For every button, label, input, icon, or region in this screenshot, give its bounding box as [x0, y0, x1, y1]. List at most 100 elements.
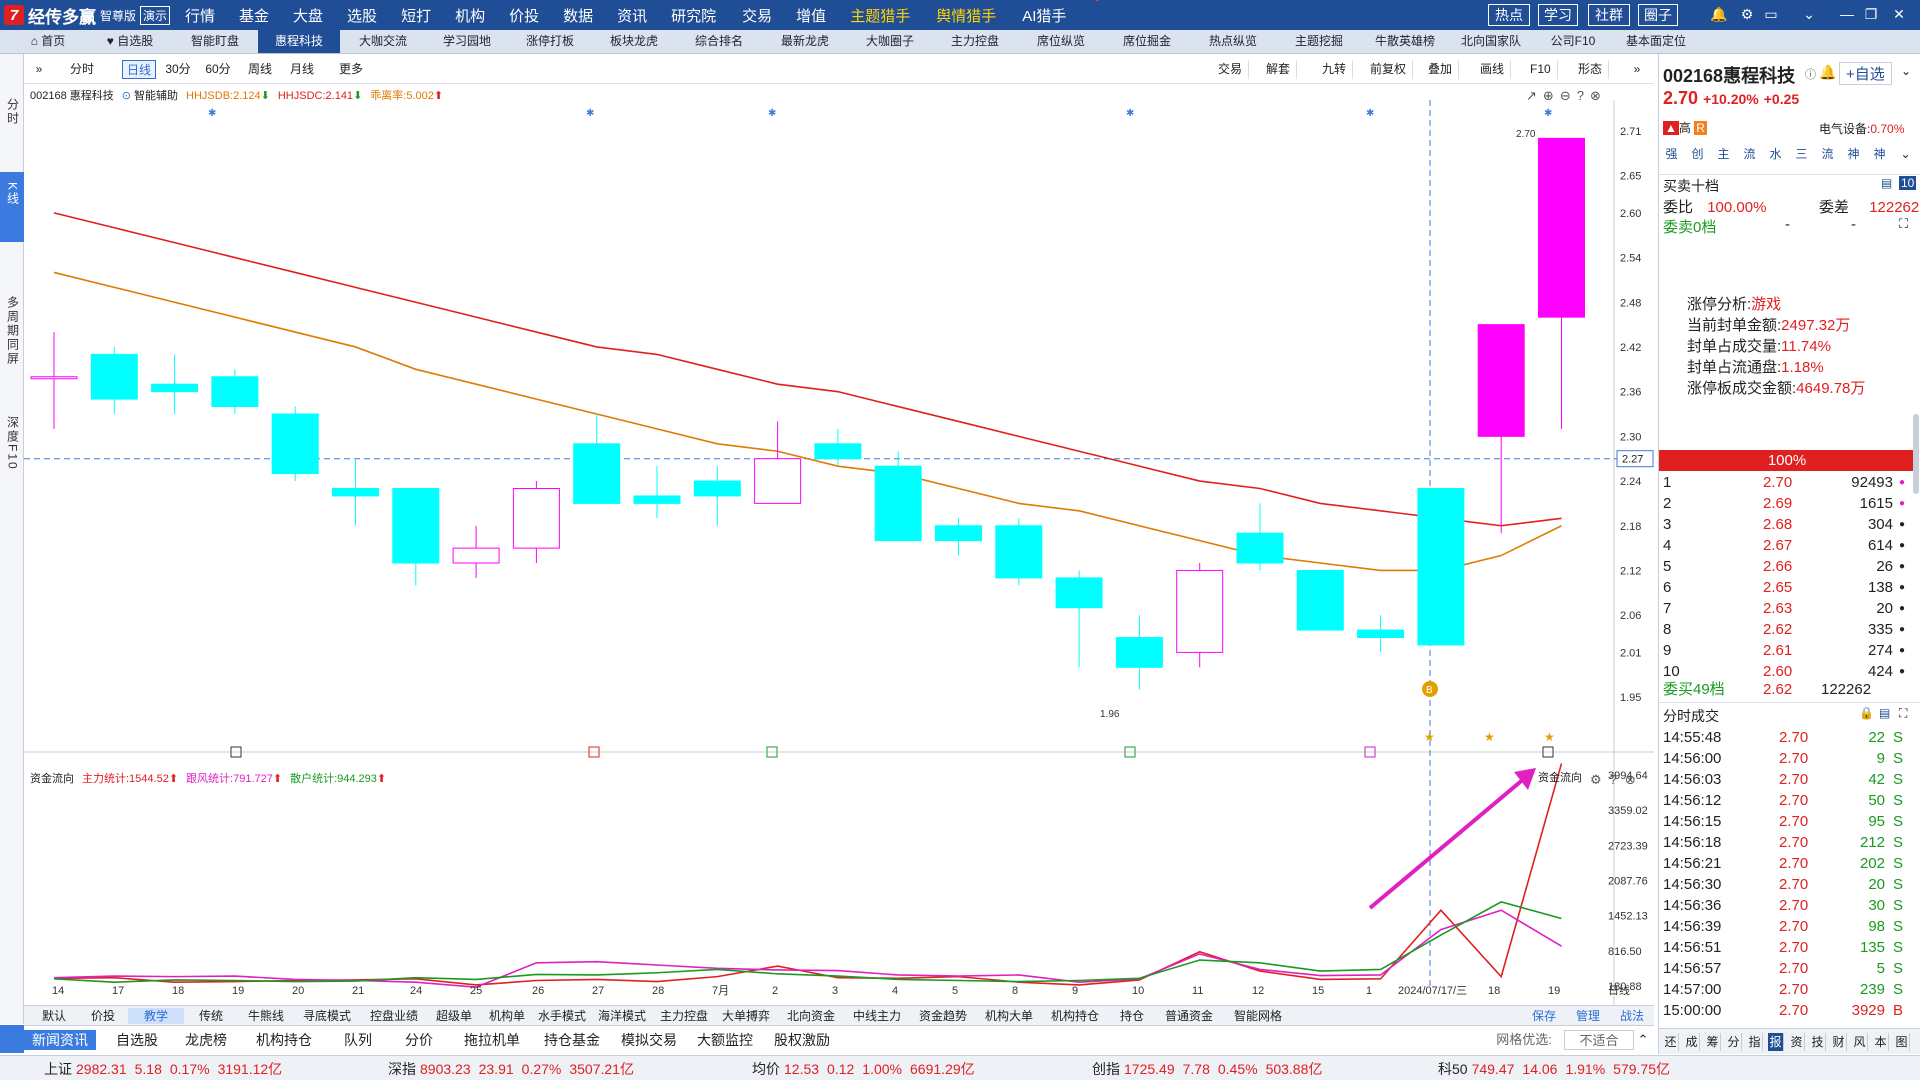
indicator-tab[interactable]: 控盘业绩 [369, 1009, 418, 1023]
indicator-tab[interactable]: 主力控盘 [659, 1009, 708, 1023]
plus-icon[interactable]: ⊕ [1542, 88, 1554, 103]
indicator-tab[interactable]: 持仓 [1119, 1009, 1144, 1023]
chart-tool-button[interactable]: 九转 [1316, 60, 1354, 79]
index-quote[interactable]: 均价 12.53 0.12 1.00% 6691.29亿 [752, 1060, 983, 1078]
list-icon[interactable]: ▤ [1879, 706, 1891, 720]
period-tab[interactable]: 分时 [69, 62, 94, 76]
restore-icon[interactable]: ❐ [1864, 6, 1878, 22]
nav-item[interactable]: 基本面定位 [1612, 30, 1700, 53]
bid-level-row[interactable]: 2 2.69 1615 ● [1663, 495, 1906, 512]
flag-tag[interactable]: 流 [1743, 147, 1756, 161]
flag-tag[interactable]: 神 [1873, 147, 1886, 161]
view-tab-depth-f10[interactable]: 深度F10 [0, 412, 24, 502]
flag-tag[interactable]: 主 [1717, 147, 1730, 161]
indicator-tab[interactable]: 水手模式 [537, 1009, 586, 1023]
bid-level-row[interactable]: 10 2.60 424 ● [1663, 663, 1906, 680]
chart-tool-button[interactable]: 前复权 [1364, 60, 1414, 79]
indicator-tab[interactable]: 海洋模式 [597, 1009, 646, 1023]
chevron-up-icon[interactable]: ⌃ [1637, 1032, 1649, 1047]
indicator-tab[interactable]: 机构大单 [984, 1009, 1033, 1023]
view-tab-timeshare[interactable]: 分时 [0, 94, 24, 154]
flag-tag[interactable]: 创 [1691, 147, 1704, 161]
chart-tool-button[interactable]: 画线 [1474, 60, 1512, 79]
indicator-tab[interactable]: 传统 [198, 1009, 223, 1023]
news-tab[interactable]: 大额监控 [697, 1032, 753, 1048]
menu-item[interactable]: 行情 [185, 7, 216, 25]
flag-tag[interactable]: 水 [1769, 147, 1782, 161]
panel-tab[interactable]: 指 [1747, 1033, 1763, 1051]
news-tab[interactable]: 自选股 [116, 1032, 158, 1048]
chevron-down-icon[interactable]: ⌄ [1900, 147, 1911, 161]
chart-tool-button[interactable]: 叠加 [1422, 60, 1460, 79]
levels-count[interactable]: 10 [1899, 176, 1917, 190]
panel-tab[interactable]: 资 [1789, 1033, 1805, 1051]
indicator-tab[interactable]: 教学 [128, 1008, 184, 1024]
info-icon[interactable]: ⓘ [1805, 69, 1816, 81]
gear-icon[interactable]: ⚙ [1740, 6, 1754, 22]
nav-item[interactable]: 北向国家队 [1448, 30, 1534, 53]
index-quote[interactable]: 创指 1725.49 7.78 0.45% 503.88亿 [1092, 1060, 1330, 1078]
nav-item[interactable]: 最新龙虎 [762, 30, 848, 53]
chart-tool-button[interactable]: 解套 [1260, 60, 1298, 79]
indicator-tab[interactable]: 寻底模式 [302, 1009, 351, 1023]
view-tab-multi-period[interactable]: 多周期同屏 [0, 292, 24, 402]
period-tab[interactable]: 更多 [338, 62, 363, 76]
assist-toggle[interactable]: ⊙ 智能辅助 [121, 90, 179, 102]
grid-pref-value[interactable]: 不适合 [1564, 1030, 1634, 1050]
flag-tag[interactable]: 强 [1665, 147, 1678, 161]
bell-icon[interactable]: 🔔 [1819, 64, 1837, 80]
top-button[interactable]: 社群 [1588, 4, 1630, 26]
demo-badge[interactable]: 演示 [140, 5, 171, 25]
panel-tab[interactable]: 成 [1684, 1033, 1700, 1051]
nav-item[interactable]: 主力控盘 [932, 30, 1018, 53]
menu-item[interactable]: 资讯 [617, 7, 648, 25]
add-watchlist-button[interactable]: +自选 [1839, 62, 1892, 85]
panel-tab[interactable]: 技 [1810, 1033, 1826, 1051]
panel-tab[interactable]: 分 [1726, 1033, 1742, 1051]
news-tab[interactable]: 持仓基金 [544, 1032, 600, 1048]
indicator-action[interactable]: 战法 [1619, 1009, 1644, 1023]
menu-item[interactable]: 舆情猎手 [936, 7, 997, 25]
period-tab[interactable]: 30分 [165, 62, 191, 76]
close-icon[interactable]: ✕ [1893, 6, 1905, 22]
menu-item[interactable]: 研究院 [671, 7, 717, 25]
bid-level-row[interactable]: 8 2.62 335 ● [1663, 621, 1906, 638]
indicator-tab[interactable]: 价投 [90, 1009, 115, 1023]
nav-item[interactable]: 公司F10 [1534, 30, 1612, 53]
bid-level-row[interactable]: 5 2.66 26 ● [1663, 558, 1906, 575]
panel-tab[interactable]: 图 [1894, 1033, 1910, 1051]
panel-tab[interactable]: 风 [1852, 1033, 1868, 1051]
nav-item[interactable]: 大咖交流 [340, 30, 426, 53]
panel-tab[interactable]: 报 [1768, 1033, 1784, 1051]
scrollbar[interactable] [1913, 414, 1919, 494]
indicator-tab[interactable]: 牛熊线 [247, 1009, 284, 1023]
news-tab[interactable]: 机构持仓 [256, 1032, 312, 1048]
menu-item[interactable]: 价投 [509, 7, 540, 25]
help-icon[interactable]: ? [1609, 772, 1617, 787]
minimize-icon[interactable]: — [1840, 6, 1854, 22]
index-quote[interactable]: 上证 2982.31 5.18 0.17% 3191.12亿 [44, 1060, 290, 1078]
panel-tab[interactable]: 筹 [1705, 1033, 1721, 1051]
bid-level-row[interactable]: 7 2.63 20 ● [1663, 600, 1906, 617]
chevron-down-icon[interactable]: ⌄ [1901, 64, 1912, 78]
expand-icon[interactable]: » [35, 62, 43, 76]
menu-item[interactable]: 选股 [347, 7, 378, 25]
bid-level-row[interactable]: 9 2.61 274 ● [1663, 642, 1906, 659]
nav-item[interactable]: 涨停打板 [508, 30, 592, 53]
nav-item[interactable]: 综合排名 [676, 30, 762, 53]
sector-info[interactable]: 电气设备:0.70% [1819, 122, 1905, 136]
chart-tool-button[interactable]: F10 [1524, 60, 1558, 79]
nav-item[interactable]: 大咖圈子 [848, 30, 932, 53]
bid-level-row[interactable]: 3 2.68 304 ● [1663, 516, 1906, 533]
indicator-tab[interactable]: 资金趋势 [918, 1009, 967, 1023]
news-tab[interactable]: 新闻资讯 [24, 1030, 96, 1050]
layout-icon[interactable]: ▭ [1764, 6, 1778, 22]
top-button[interactable]: 热点 [1488, 4, 1530, 26]
nav-item[interactable]: 学习园地 [426, 30, 508, 53]
news-tab[interactable]: 股权激励 [774, 1032, 830, 1048]
nav-item[interactable]: 主题挖掘 [1276, 30, 1362, 53]
bell-icon[interactable]: 🔔 [1710, 6, 1728, 22]
top-button[interactable]: 学习 [1538, 4, 1578, 26]
menu-item[interactable]: 大盘 [293, 7, 324, 25]
flag-tag[interactable]: 三 [1795, 147, 1808, 161]
